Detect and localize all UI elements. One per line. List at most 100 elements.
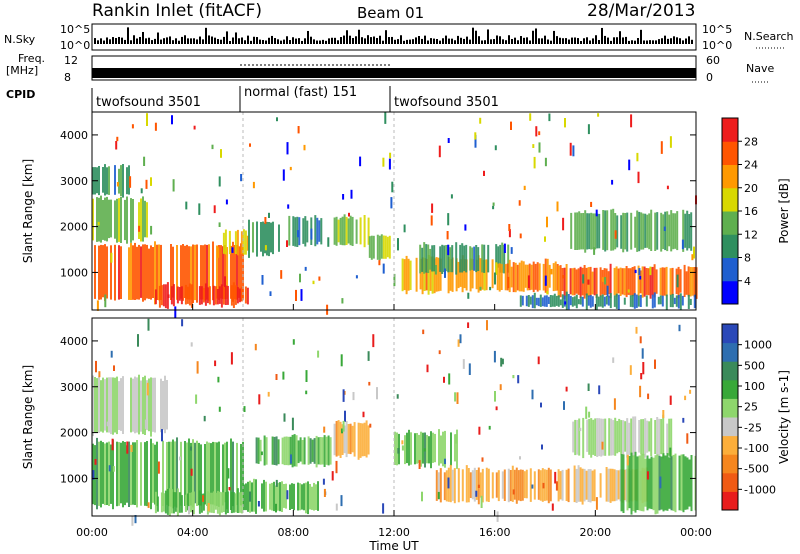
data-speck: [252, 181, 255, 189]
data-streak: [651, 266, 654, 296]
data-streak: [615, 470, 618, 501]
nsky-bar: [328, 38, 330, 44]
data-streak: [552, 263, 555, 292]
data-speck: [220, 149, 222, 158]
data-streak: [487, 468, 490, 502]
nsky-bar: [247, 35, 249, 44]
data-streak: [244, 286, 247, 304]
data-streak: [601, 269, 604, 295]
nsky-bar: [325, 40, 327, 44]
data-speck: [601, 441, 604, 450]
data-streak: [654, 420, 657, 455]
data-speck: [264, 245, 267, 251]
data-streak: [220, 245, 222, 299]
data-streak: [196, 244, 198, 303]
data-streak: [461, 255, 464, 293]
data-speck: [113, 365, 115, 371]
data-streak: [266, 221, 268, 256]
data-streak: [257, 437, 260, 464]
nsky-bar: [265, 40, 267, 44]
data-streak: [146, 202, 148, 238]
data-speck: [240, 174, 243, 182]
data-speck: [350, 189, 353, 199]
data-speck: [264, 217, 267, 224]
data-streak: [593, 469, 596, 502]
data-streak: [305, 482, 307, 514]
data-speck: [390, 197, 393, 209]
data-streak: [104, 164, 106, 196]
data-streak: [431, 256, 434, 294]
data-streak: [218, 286, 221, 304]
data-speck: [527, 275, 530, 289]
colorbar-tick-label: 8: [744, 252, 751, 265]
freq-label-line2: [MHz]: [6, 64, 38, 77]
colorbar-tick-label: 16: [744, 205, 758, 218]
data-streak: [404, 435, 406, 465]
data-streak: [654, 455, 657, 515]
nsky-bar: [661, 38, 663, 44]
data-streak: [407, 258, 410, 291]
data-speck: [327, 237, 330, 247]
data-speck: [634, 269, 637, 274]
data-streak: [162, 493, 165, 512]
nsky-bar: [199, 36, 201, 44]
data-speck: [507, 276, 510, 289]
data-streak: [601, 294, 604, 308]
data-streak: [567, 468, 570, 503]
data-streak: [112, 377, 114, 435]
cpid-label: CPID: [6, 88, 35, 101]
data-speck: [134, 515, 137, 524]
data-streak: [501, 242, 504, 273]
nsky-bar: [475, 30, 477, 44]
data-streak: [255, 479, 257, 514]
data-streak: [116, 198, 118, 243]
data-streak: [313, 482, 315, 511]
data-speck: [542, 482, 545, 489]
data-streak: [116, 376, 118, 435]
colorbar-swatch: [722, 361, 738, 381]
data-speck: [283, 413, 286, 422]
data-streak: [634, 451, 637, 513]
colorbar-swatch: [722, 211, 738, 235]
colorbar-swatch: [722, 417, 738, 437]
data-streak: [162, 381, 164, 430]
data-streak: [586, 213, 589, 250]
data-streak: [671, 293, 674, 308]
data-streak: [662, 453, 665, 512]
data-streak: [481, 468, 484, 503]
data-speck: [597, 113, 600, 117]
data-streak: [530, 264, 533, 290]
data-speck: [486, 320, 488, 331]
data-streak: [684, 456, 687, 510]
data-speck: [669, 395, 672, 405]
colorbar-swatch: [722, 324, 738, 344]
data-speck: [654, 359, 656, 369]
data-streak: [681, 295, 684, 306]
data-streak: [598, 418, 601, 457]
nsky-bar: [160, 39, 162, 44]
nsky-bar: [304, 38, 306, 44]
data-streak: [653, 264, 656, 298]
data-streak: [661, 295, 664, 307]
data-streak: [110, 377, 112, 435]
data-streak: [94, 377, 96, 433]
colorbar-swatch: [722, 187, 738, 212]
data-streak: [545, 469, 548, 501]
data-speck: [403, 224, 406, 233]
nsky-bar: [229, 40, 231, 44]
data-streak: [519, 295, 522, 307]
data-streak: [662, 214, 665, 249]
freq-tick-bottom: 8: [64, 71, 71, 84]
nsky-bar: [508, 35, 510, 44]
data-speck: [676, 274, 679, 288]
data-speck: [218, 406, 221, 412]
colorbar-tick-label: -1000: [744, 483, 776, 496]
nsky-bar: [523, 37, 525, 44]
data-speck: [218, 222, 221, 227]
data-streak: [232, 282, 235, 308]
nsky-bar: [574, 37, 576, 44]
data-streak: [636, 456, 639, 510]
nsky-bar: [211, 36, 213, 44]
data-streak: [242, 441, 244, 506]
data-speck: [639, 385, 642, 398]
